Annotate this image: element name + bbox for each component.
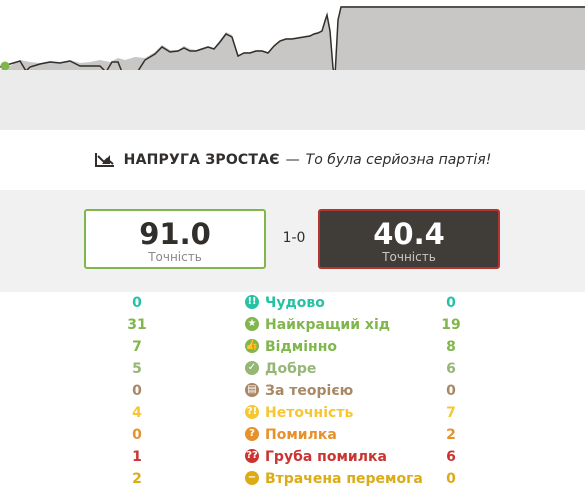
evaluation-graph-svg (0, 6, 585, 77)
white-count: 0 (132, 383, 142, 399)
white-count: 5 (132, 361, 142, 377)
move-classification-list: 0!! Чудово 0 31 ★ Найкращий хід 19 7 👍 Відмінно 8 5… (0, 292, 585, 490)
tension-title: НАПРУГА ЗРОСТАЄ (123, 152, 280, 168)
mistake-icon: ? (245, 427, 259, 441)
white-accuracy-label: Точність (148, 250, 202, 264)
classification-row[interactable]: 7 👍 Відмінно 8 (0, 336, 585, 358)
classification-row[interactable]: 0? Помилка 2 (0, 424, 585, 446)
tension-dash: — (285, 152, 300, 168)
evaluation-line (0, 6, 585, 77)
white-count: 7 (132, 339, 142, 355)
book-icon: ▤ (245, 383, 259, 397)
white-count: 31 (127, 317, 147, 333)
best-move-icon: ★ (245, 317, 259, 331)
white-count: 2 (132, 471, 142, 487)
classification-label: Помилка (265, 427, 337, 443)
classification-row[interactable]: 0!! Чудово 0 (0, 292, 585, 314)
graph-black-area (0, 70, 585, 130)
black-count: 8 (446, 339, 456, 355)
classification-label: За теорією (265, 383, 354, 399)
classification-row[interactable]: 5 ✓ Добре 6 (0, 358, 585, 380)
classification-row[interactable]: 4?! Неточність 7 (0, 402, 585, 424)
accuracy-row: 91.0 Точність 1-0 40.4 Точність (0, 190, 585, 292)
classification-label: Неточність (265, 405, 354, 421)
white-count: 0 (132, 427, 142, 443)
brilliant-icon: !! (245, 295, 259, 309)
white-accuracy-value: 91.0 (139, 217, 211, 251)
classification-label: Добре (265, 361, 317, 377)
current-move-marker[interactable] (0, 61, 10, 71)
white-count: 4 (132, 405, 142, 421)
missed-win-icon: − (245, 471, 259, 485)
excellent-icon: 👍 (245, 339, 259, 353)
black-count: 0 (446, 471, 456, 487)
black-count: 0 (446, 295, 456, 311)
black-count: 7 (446, 405, 456, 421)
chart-trend-icon (94, 153, 114, 167)
classification-row[interactable]: 0 ▤ За теорією 0 (0, 380, 585, 402)
white-count: 1 (132, 449, 142, 465)
classification-label: Чудово (265, 295, 325, 311)
classification-row[interactable]: 31 ★ Найкращий хід 19 (0, 314, 585, 336)
black-count: 6 (446, 361, 456, 377)
black-count: 0 (446, 383, 456, 399)
classification-label: Найкращий хід (265, 317, 391, 333)
classification-label: Відмінно (265, 339, 337, 355)
classification-row[interactable]: 2 − Втрачена перемога 0 (0, 468, 585, 490)
classification-label: Втрачена перемога (265, 471, 423, 487)
black-count: 19 (441, 317, 461, 333)
blunder-icon: ?? (245, 449, 259, 463)
white-accuracy-box: 91.0 Точність (84, 209, 266, 269)
tension-subtitle: То була серйозна партія! (305, 152, 492, 168)
game-score: 1-0 (282, 230, 306, 246)
black-count: 2 (446, 427, 456, 443)
black-accuracy-box: 40.4 Точність (318, 209, 500, 269)
good-icon: ✓ (245, 361, 259, 375)
white-count: 0 (132, 295, 142, 311)
evaluation-graph[interactable] (0, 0, 585, 130)
classification-row[interactable]: 1?? Груба помилка 6 (0, 446, 585, 468)
inaccuracy-icon: ?! (245, 405, 259, 419)
game-tension-banner: НАПРУГА ЗРОСТАЄ — То була серйозна парті… (0, 130, 585, 190)
classification-label: Груба помилка (265, 449, 387, 465)
black-count: 6 (446, 449, 456, 465)
black-accuracy-value: 40.4 (373, 217, 445, 251)
black-accuracy-label: Точність (382, 250, 436, 264)
